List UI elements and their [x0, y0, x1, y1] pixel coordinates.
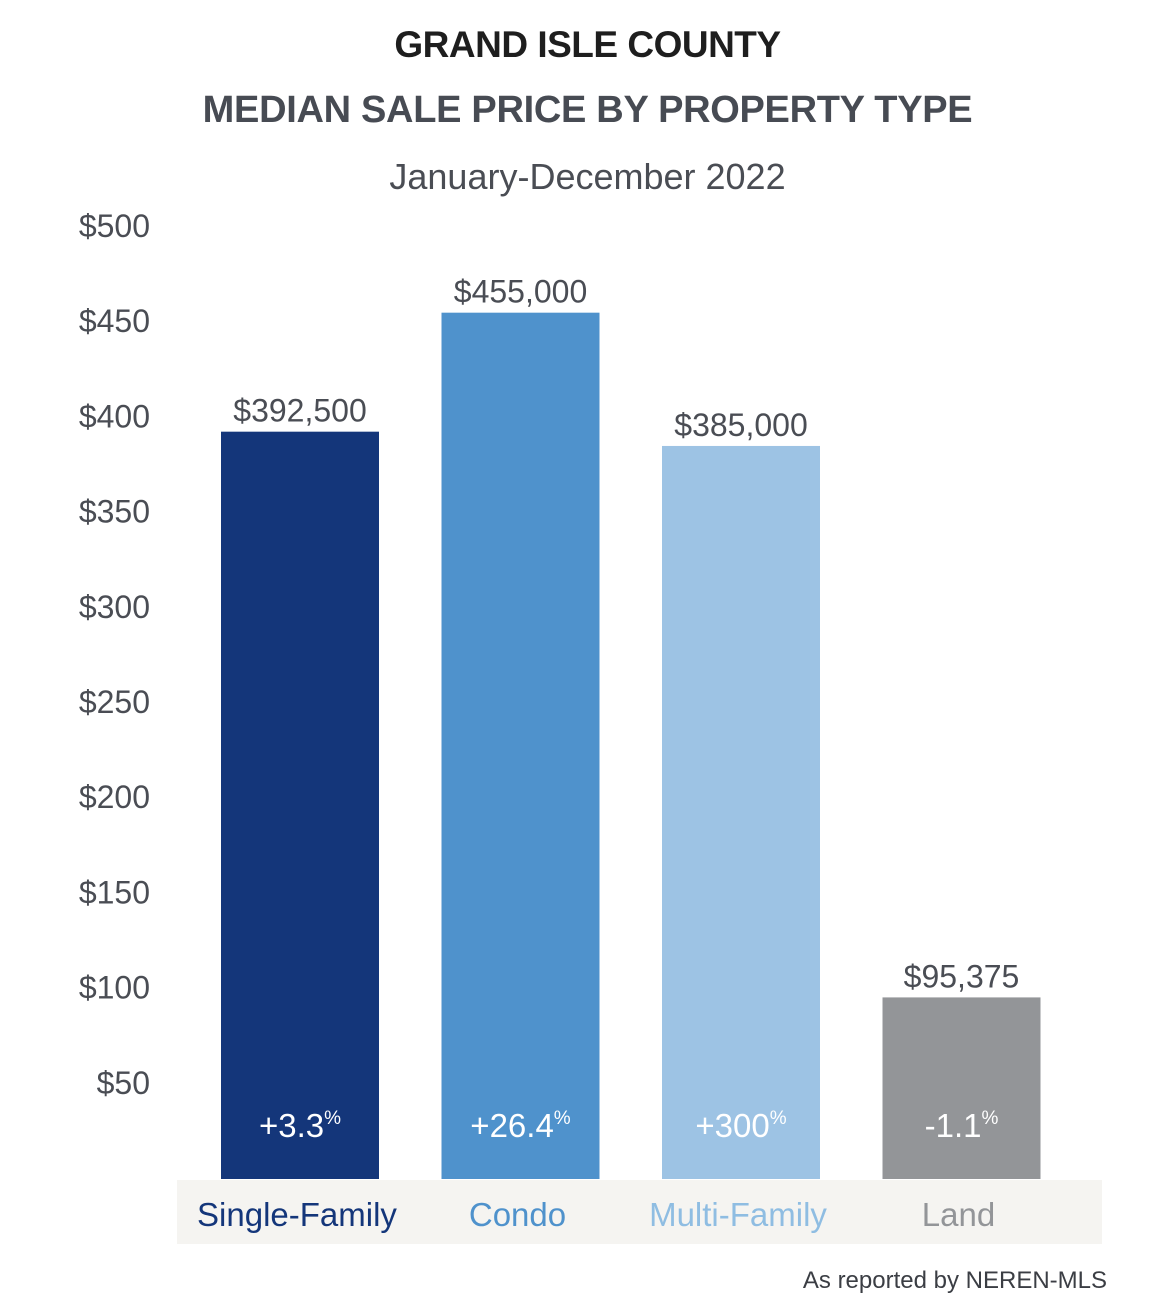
bar-change-label: +3.3% [259, 1107, 341, 1144]
bars-group [221, 312, 1041, 1180]
category-label: Condo [469, 1196, 566, 1233]
category-labels-group: Single-Family Condo Multi-Family Land [197, 1196, 995, 1233]
y-tick-label: $350 [79, 494, 150, 530]
bar-condo [441, 312, 600, 1179]
y-tick-label: $500 [79, 208, 150, 244]
bar-value-label: $95,375 [904, 958, 1020, 994]
bar-single-family [221, 431, 379, 1179]
bar-value-label: $455,000 [454, 274, 587, 310]
y-tick-label: $450 [79, 303, 150, 339]
category-axis-band [177, 1180, 1102, 1244]
y-tick-label: $100 [79, 970, 150, 1006]
bar-change-label: +300% [695, 1107, 786, 1144]
value-labels-group: $392,500 $455,000 $385,000 $95,375 [233, 274, 1019, 995]
bar-change-label: -1.1% [925, 1107, 999, 1144]
change-labels-group: +3.3% +26.4% +300% -1.1% [259, 1107, 999, 1144]
chart-subtitle-period: January-December 2022 [389, 156, 786, 197]
bar-value-label: $385,000 [674, 407, 807, 443]
category-label: Land [922, 1196, 995, 1233]
category-label: Multi-Family [649, 1196, 827, 1233]
chart-title-metric: MEDIAN SALE PRICE BY PROPERTY TYPE [202, 89, 973, 131]
bar-change-label: +26.4% [470, 1107, 571, 1144]
bar-multi-family [662, 445, 820, 1180]
y-tick-label: $300 [79, 589, 150, 625]
y-tick-label: $200 [79, 779, 150, 815]
chart-title-county: GRAND ISLE COUNTY [394, 24, 781, 65]
y-axis: $50 $100 $150 $200 $250 $300 $350 $400 $450 $500 [79, 208, 150, 1101]
y-tick-label: $150 [79, 874, 150, 910]
bar-land [882, 997, 1041, 1179]
y-tick-label: $400 [79, 398, 150, 434]
bar-value-label: $392,500 [233, 393, 366, 429]
y-tick-label: $250 [79, 684, 150, 720]
source-note: As reported by NEREN-MLS [802, 1267, 1107, 1294]
y-tick-label: $50 [97, 1065, 150, 1101]
category-label: Single-Family [197, 1196, 397, 1233]
